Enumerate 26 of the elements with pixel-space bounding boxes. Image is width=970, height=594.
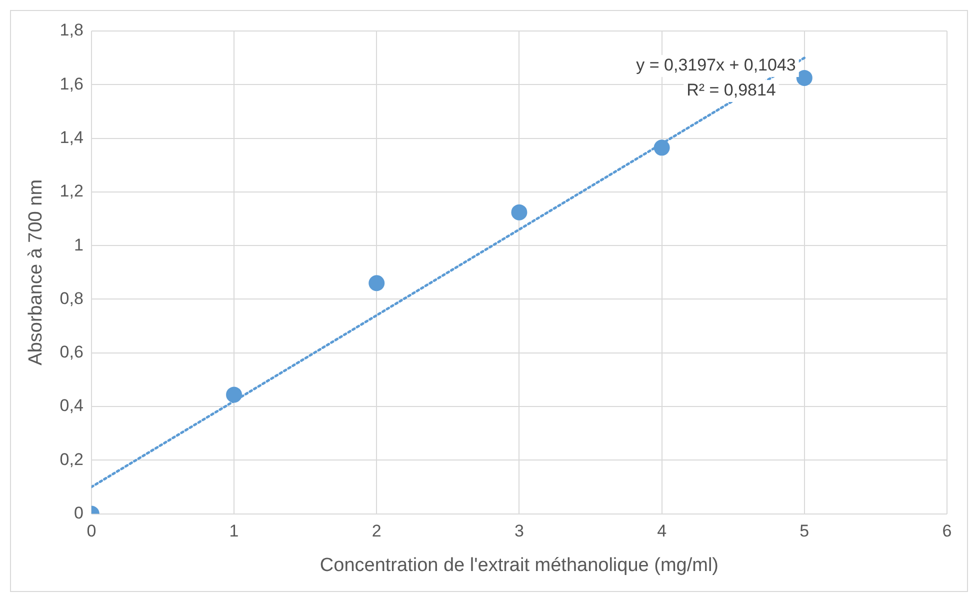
x-tick-label: 2 [372, 522, 382, 541]
x-tick-label: 1 [229, 522, 239, 541]
x-tick-label: 3 [514, 522, 524, 541]
y-tick-label: 0 [74, 503, 84, 522]
y-tick-label: 1 [74, 235, 84, 254]
x-tick-label: 0 [86, 522, 96, 541]
x-tick-label: 5 [800, 522, 810, 541]
point [796, 70, 812, 86]
y-tick-label: 0,4 [60, 396, 84, 416]
y-tick-label: 1,4 [60, 128, 84, 147]
y-tick-label: 0,8 [60, 288, 84, 308]
x-tick-label: 6 [942, 522, 952, 541]
y-tick-label: 0,6 [60, 342, 84, 362]
point [654, 140, 670, 156]
y-tick-label: 0,2 [60, 450, 84, 469]
point [511, 204, 528, 220]
annotation: R² = 0,9814 [686, 80, 776, 100]
x-axis-title: Concentration de l'extrait méthanolique (mg/ml) [320, 554, 719, 576]
x-tick-label: 4 [657, 522, 667, 541]
point [368, 275, 385, 292]
y-tick-label: 1,2 [60, 182, 84, 201]
y-tick-label: 1,8 [60, 20, 84, 40]
y-tick-label: 1,6 [60, 74, 84, 94]
annotation: y = 0,3197x + 0,1043 [636, 56, 796, 75]
y-axis-title: Absorbance à 700 nm [26, 179, 47, 366]
point [226, 386, 242, 403]
